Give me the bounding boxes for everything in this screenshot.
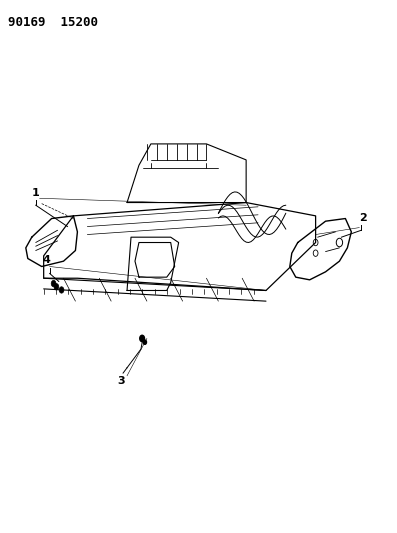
Circle shape xyxy=(143,340,146,344)
Text: 3: 3 xyxy=(117,376,125,386)
Circle shape xyxy=(140,335,145,342)
Circle shape xyxy=(51,280,56,287)
Text: 4: 4 xyxy=(43,255,51,265)
Circle shape xyxy=(59,287,64,293)
Text: 1: 1 xyxy=(32,188,40,198)
Text: 90169  15200: 90169 15200 xyxy=(8,16,98,29)
Text: 2: 2 xyxy=(359,213,367,223)
Circle shape xyxy=(54,284,59,290)
